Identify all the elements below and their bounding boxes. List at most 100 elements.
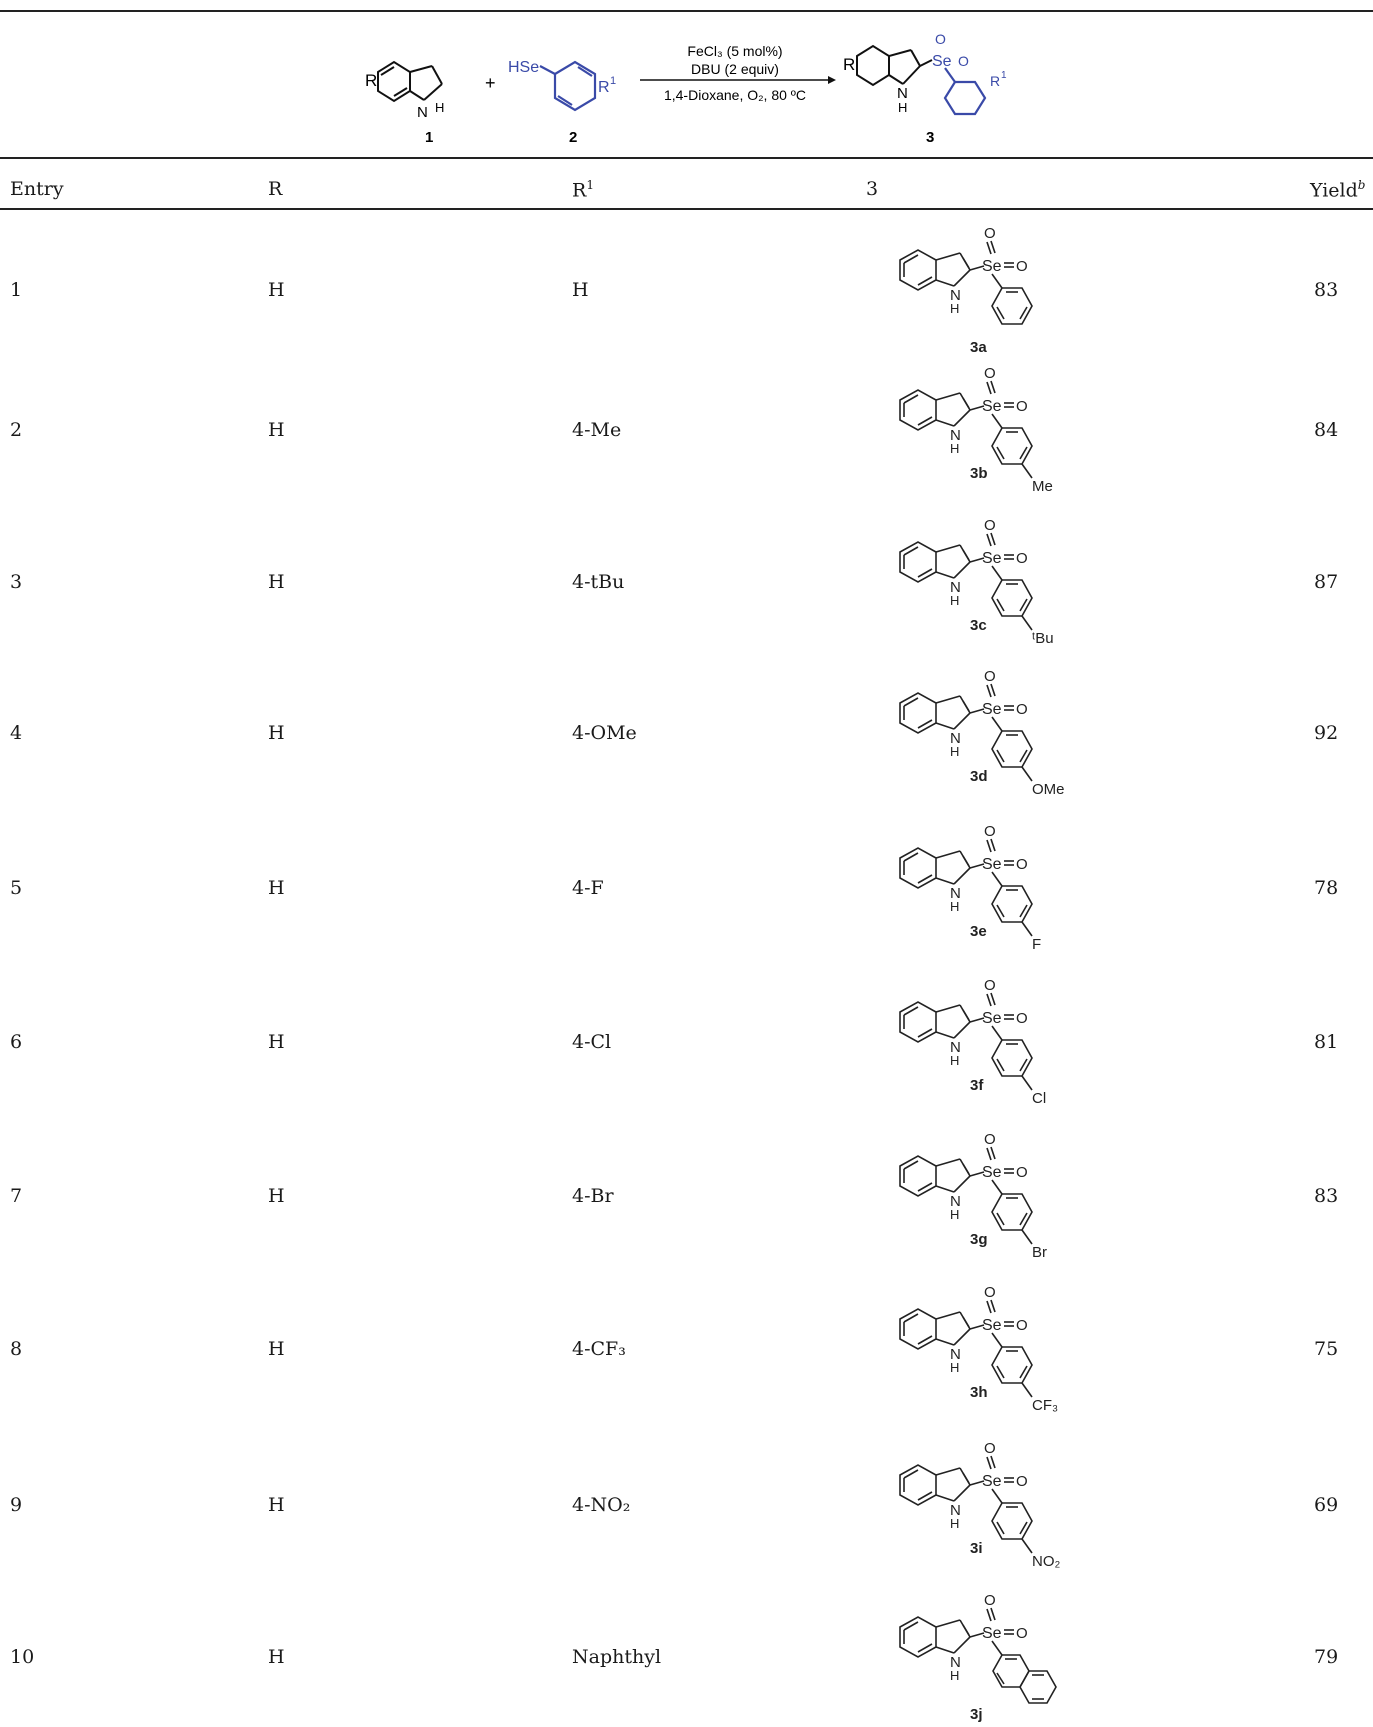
cell-yield: 79 (1314, 1646, 1339, 1668)
cell-r: H (268, 1494, 285, 1516)
svg-text:3: 3 (926, 129, 934, 146)
svg-text:Se: Se (982, 550, 1002, 567)
cell-yield: 75 (1314, 1338, 1339, 1360)
svg-text:N: N (950, 730, 961, 747)
cell-r1: 4-Cl (572, 1031, 612, 1053)
svg-text:3i: 3i (970, 1540, 983, 1557)
cell-r1: 4-CF₃ (572, 1338, 626, 1360)
svg-text:OMe: OMe (1032, 781, 1065, 798)
cell-r: H (268, 1646, 285, 1668)
reaction-scheme: R N H 1 + HSe R 1 2 FeCl₃ (5 mol%) DBU (… (365, 31, 1007, 146)
svg-text:O: O (984, 977, 996, 994)
svg-text:R: R (990, 73, 1000, 89)
svg-text:N: N (950, 287, 961, 304)
svg-text:3a: 3a (970, 339, 987, 356)
cell-entry: 9 (10, 1494, 23, 1516)
cell-r1: 4-tBu (572, 571, 625, 593)
svg-text:O: O (984, 1440, 996, 1457)
svg-text:H: H (898, 100, 907, 115)
cell-r: H (268, 279, 285, 301)
product-aryl (943, 67, 987, 116)
svg-text:O: O (984, 365, 996, 382)
cell-entry: 10 (10, 1646, 35, 1668)
cell-r: H (268, 877, 285, 899)
structure-3d: Se O O NH OMe 3d (899, 668, 1065, 798)
cell-entry: 7 (10, 1185, 23, 1207)
svg-text:O: O (984, 668, 996, 685)
cell-entry: 5 (10, 877, 23, 899)
cell-r1: 4-OMe (572, 722, 637, 744)
cell-r1: 4-Br (572, 1185, 614, 1207)
svg-text:CF₃: CF₃ (1032, 1397, 1058, 1414)
structure-3b: Se O O NH Me 3b (899, 365, 1053, 495)
cell-entry: 2 (10, 419, 23, 441)
svg-text:3j: 3j (970, 1706, 983, 1723)
svg-text:Se: Se (982, 258, 1002, 275)
svg-text:H: H (950, 1207, 959, 1222)
svg-text:DBU (2 equiv): DBU (2 equiv) (691, 61, 779, 77)
svg-text:H: H (950, 1360, 959, 1375)
svg-text:N: N (950, 1039, 961, 1056)
svg-text:1: 1 (425, 129, 433, 146)
cell-yield: 83 (1314, 279, 1339, 301)
cell-r: H (268, 419, 285, 441)
selenophenol-reactant (539, 60, 597, 112)
header-product: 3 (866, 178, 879, 200)
cell-yield: 87 (1314, 571, 1339, 593)
cell-r: H (268, 1185, 285, 1207)
cell-entry: 6 (10, 1031, 23, 1053)
cell-yield: 78 (1314, 877, 1339, 899)
svg-text:R: R (365, 71, 377, 90)
svg-text:1: 1 (1001, 70, 1007, 81)
svg-text:N: N (950, 427, 961, 444)
svg-text:N: N (950, 1193, 961, 1210)
svg-text:Se: Se (982, 1473, 1002, 1490)
cell-r1: Naphthyl (572, 1646, 662, 1668)
structure-3j: Se O O NH 3j (899, 1592, 1057, 1723)
header-yield: Yieldb (1310, 178, 1366, 202)
svg-text:O: O (1016, 1473, 1028, 1490)
svg-text:Se: Se (982, 1164, 1002, 1181)
svg-text:H: H (950, 1516, 959, 1531)
svg-text:3d: 3d (970, 768, 988, 785)
svg-text:Cl: Cl (1032, 1090, 1046, 1107)
svg-text:HSe: HSe (508, 59, 539, 76)
svg-text:Se: Se (982, 1010, 1002, 1027)
svg-text:N: N (950, 1346, 961, 1363)
svg-text:Br: Br (1032, 1244, 1047, 1261)
header-r: R (268, 178, 283, 200)
cell-yield: 92 (1314, 722, 1339, 744)
svg-text:3c: 3c (970, 617, 987, 634)
svg-text:2: 2 (569, 129, 577, 146)
cell-yield: 69 (1314, 1494, 1339, 1516)
svg-text:N: N (950, 885, 961, 902)
svg-text:O: O (984, 823, 996, 840)
svg-text:O: O (984, 225, 996, 242)
svg-text:O: O (1016, 1625, 1028, 1642)
cell-r1: 4-F (572, 877, 604, 899)
cell-yield: 83 (1314, 1185, 1339, 1207)
svg-text:N: N (950, 1502, 961, 1519)
svg-text:O: O (1016, 550, 1028, 567)
svg-text:O: O (1016, 258, 1028, 275)
svg-text:N: N (897, 85, 908, 102)
svg-text:Se: Se (982, 1625, 1002, 1642)
svg-text:Se: Se (982, 701, 1002, 718)
structure-3h: Se O O NH CF₃ 3h (899, 1284, 1058, 1414)
svg-text:3e: 3e (970, 923, 987, 940)
svg-text:N: N (950, 579, 961, 596)
svg-text:Me: Me (1032, 478, 1053, 495)
structure-3i: Se O O NH NO₂ 3i (899, 1440, 1061, 1570)
svg-text:H: H (950, 1668, 959, 1683)
svg-text:O: O (1016, 1317, 1028, 1334)
svg-text:+: + (485, 73, 496, 93)
svg-text:R: R (843, 55, 855, 74)
indole-reactant (377, 60, 443, 103)
cell-r: H (268, 571, 285, 593)
svg-text:FeCl₃ (5 mol%): FeCl₃ (5 mol%) (687, 43, 782, 59)
svg-text:F: F (1032, 936, 1041, 953)
header-bottom-rule (0, 208, 1373, 210)
scheme-bottom-rule (0, 157, 1373, 159)
svg-text:O: O (1016, 856, 1028, 873)
cell-yield: 84 (1314, 419, 1339, 441)
